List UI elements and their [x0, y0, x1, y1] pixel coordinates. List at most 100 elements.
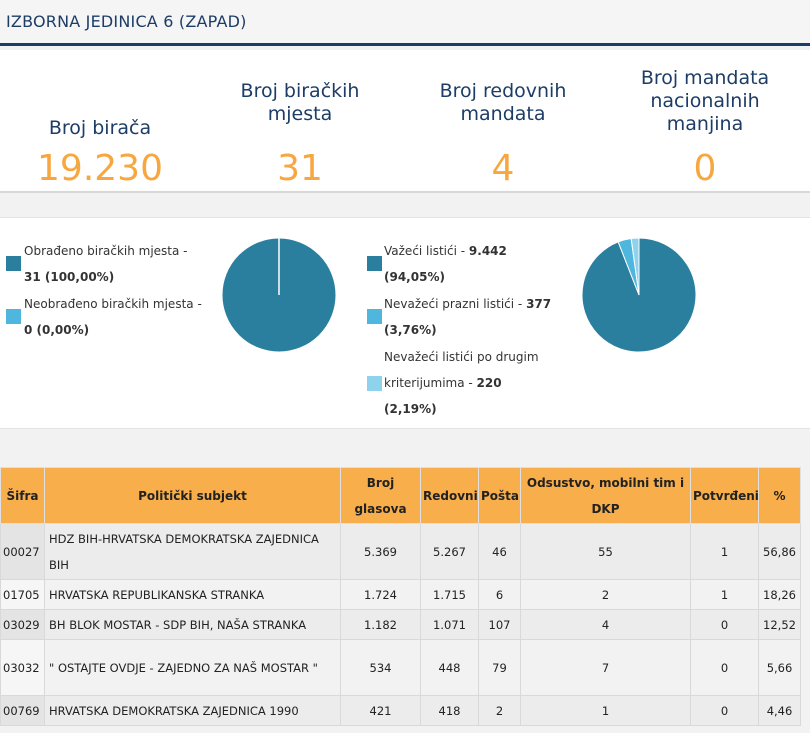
cell-code: 01705: [0, 579, 45, 610]
legend-unprocessed: Neobrađeno biračkih mjesta -: [24, 291, 202, 317]
header-absent[interactable]: Odsustvo, mobilni tim i DKP: [520, 467, 691, 524]
legend-count: 9.442: [468, 244, 507, 258]
stat-value: 31: [277, 148, 323, 189]
stat-label: Broj redovnih mandata: [439, 80, 567, 125]
cell-votes: 534: [340, 639, 421, 696]
legend-value: 31 (100,00%): [24, 270, 115, 284]
cell-regular: 1.715: [420, 579, 479, 610]
cell-mail: 107: [478, 609, 521, 640]
cell-pct: 18,26: [758, 579, 801, 610]
legend-label: kriterijumima -: [384, 376, 477, 390]
legend-processed: Obrađeno biračkih mjesta -: [24, 238, 188, 264]
legend-pct: (2,19%): [384, 402, 437, 416]
legend-label: Obrađeno biračkih mjesta -: [24, 244, 188, 258]
table-row[interactable]: 01705 HRVATSKA REPUBLIKANSKA STRANKA 1.724…: [0, 579, 801, 610]
cell-absent: 4: [520, 609, 691, 640]
table-row[interactable]: 00027 HDZ BIH-HRVATSKA DEMOKRATSKA ZAJEDN…: [0, 523, 801, 580]
cell-subject: HRVATSKA REPUBLIKANSKA STRANKA: [44, 579, 341, 610]
legend-valid: Važeći listići - 9.442: [384, 238, 507, 264]
cell-pct: 12,52: [758, 609, 801, 640]
table-row[interactable]: 00769 HRVATSKA DEMOKRATSKA ZAJEDNICA 1990…: [0, 695, 801, 726]
header-votes[interactable]: Broj glasova: [340, 467, 421, 524]
cell-confirmed: 0: [690, 609, 759, 640]
cell-subject: HRVATSKA DEMOKRATSKA ZAJEDNICA 1990: [44, 695, 341, 726]
table-row[interactable]: 03032 " OSTAJTE OVDJE - ZAJEDNO ZA NAŠ MO…: [0, 639, 801, 696]
cell-code: 00027: [0, 523, 45, 580]
cell-subject: BH BLOK MOSTAR - SDP BIH, NAŠA STRANKA: [44, 609, 341, 640]
header-bar: IZBORNA JEDINICA 6 (ZAPAD): [0, 0, 810, 46]
legend-count: 220: [476, 376, 502, 390]
legend-swatch-unprocessed: [6, 309, 21, 324]
legend-swatch-blank: [367, 309, 382, 324]
cell-mail: 46: [478, 523, 521, 580]
table-header-row: Šifra Politički subjekt Broj glasova Red…: [0, 467, 801, 524]
cell-pct: 5,66: [758, 639, 801, 696]
stat-label: Broj birača: [48, 117, 152, 139]
header-subject[interactable]: Politički subjekt: [44, 467, 341, 524]
header-regular[interactable]: Redovni: [420, 467, 479, 524]
legend-value-row: (94,05%): [384, 264, 445, 290]
legend-swatch-processed: [6, 256, 21, 271]
cell-code: 00769: [0, 695, 45, 726]
legend-blank: Nevažeći prazni listići - 377: [384, 291, 551, 317]
stations-pie-chart: [221, 237, 337, 353]
legend-other: kriterijumima - 220: [384, 370, 502, 396]
stat-value: 0: [693, 148, 717, 189]
legend-other-line1: Nevažeći listići po drugim: [384, 344, 539, 370]
legend-value: 0 (0,00%): [24, 323, 90, 337]
legend-pct: (3,76%): [384, 323, 437, 337]
header-mail[interactable]: Pošta: [478, 467, 521, 524]
cell-code: 03029: [0, 609, 45, 640]
stats-panel: Broj birača 19.230 Broj biračkih mjesta …: [0, 50, 810, 193]
legend-count: 377: [526, 297, 552, 311]
cell-subject: " OSTAJTE OVDJE - ZAJEDNO ZA NAŠ MOSTAR …: [44, 639, 341, 696]
cell-confirmed: 1: [690, 523, 759, 580]
results-table-container: Šifra Politički subjekt Broj glasova Red…: [0, 467, 810, 726]
cell-subject: HDZ BIH-HRVATSKA DEMOKRATSKA ZAJEDNICA B…: [44, 523, 341, 580]
legend-value-row: (2,19%): [384, 396, 437, 422]
legend-value-row: (3,76%): [384, 317, 437, 343]
legend-label: Neobrađeno biračkih mjesta -: [24, 297, 202, 311]
stat-value: 19.230: [37, 148, 163, 189]
cell-regular: 5.267: [420, 523, 479, 580]
cell-regular: 1.071: [420, 609, 479, 640]
cell-pct: 4,46: [758, 695, 801, 726]
cell-regular: 448: [420, 639, 479, 696]
header-code[interactable]: Šifra: [0, 467, 45, 524]
results-table: Šifra Politički subjekt Broj glasova Red…: [0, 467, 801, 726]
header-confirmed[interactable]: Potvrđeni: [690, 467, 759, 524]
cell-absent: 7: [520, 639, 691, 696]
stat-value: 4: [491, 148, 515, 189]
cell-votes: 421: [340, 695, 421, 726]
legend-swatch-other: [367, 376, 382, 391]
legend-value-row: 31 (100,00%): [24, 264, 114, 290]
cell-mail: 6: [478, 579, 521, 610]
table-row[interactable]: 03029 BH BLOK MOSTAR - SDP BIH, NAŠA STRA…: [0, 609, 801, 640]
ballots-pie-chart: [581, 237, 697, 353]
legend-label: Nevažeći listići po drugim: [384, 350, 539, 364]
cell-absent: 2: [520, 579, 691, 610]
cell-mail: 79: [478, 639, 521, 696]
cell-pct: 56,86: [758, 523, 801, 580]
stat-label: Broj mandata nacionalnih manjina: [640, 67, 770, 135]
cell-confirmed: 0: [690, 639, 759, 696]
legend-pct: (94,05%): [384, 270, 445, 284]
header-pct[interactable]: %: [758, 467, 801, 524]
legend-value-row: 0 (0,00%): [24, 317, 89, 343]
cell-votes: 1.724: [340, 579, 421, 610]
legend-swatch-valid: [367, 256, 382, 271]
cell-votes: 5.369: [340, 523, 421, 580]
page-title: IZBORNA JEDINICA 6 (ZAPAD): [6, 12, 247, 31]
pie-slice-2: [630, 237, 640, 296]
cell-code: 03032: [0, 639, 45, 696]
legend-label: Nevažeći prazni listići -: [384, 297, 527, 311]
cell-regular: 418: [420, 695, 479, 726]
cell-mail: 2: [478, 695, 521, 726]
cell-absent: 1: [520, 695, 691, 726]
cell-absent: 55: [520, 523, 691, 580]
charts-panel: Obrađeno biračkih mjesta - 31 (100,00%) …: [0, 217, 810, 429]
cell-confirmed: 0: [690, 695, 759, 726]
legend-label: Važeći listići -: [384, 244, 469, 258]
cell-confirmed: 1: [690, 579, 759, 610]
stat-label: Broj biračkih mjesta: [240, 80, 360, 125]
